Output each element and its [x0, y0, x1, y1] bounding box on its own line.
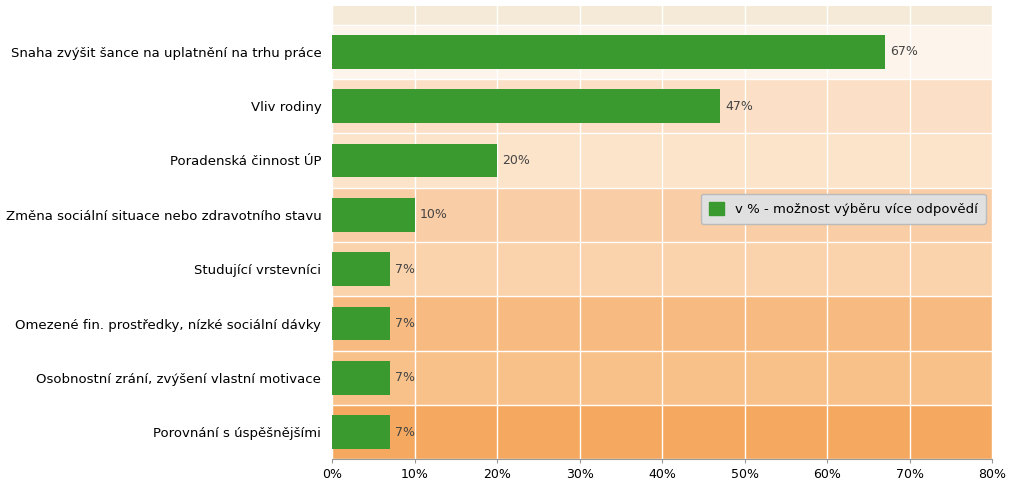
Bar	[332, 144, 497, 177]
Bar	[332, 198, 415, 232]
Bar	[332, 351, 992, 405]
Bar	[332, 415, 390, 449]
Bar	[332, 187, 992, 242]
Bar	[332, 89, 720, 123]
Bar	[332, 405, 992, 459]
Legend: v % - možnost výběru více odpovědí: v % - možnost výběru více odpovědí	[700, 194, 985, 224]
Bar	[332, 133, 992, 187]
Text: 47%: 47%	[725, 100, 752, 112]
Bar	[332, 307, 390, 340]
Text: 7%: 7%	[394, 426, 415, 439]
Bar	[332, 5, 992, 24]
Text: 10%: 10%	[420, 208, 447, 221]
Text: 7%: 7%	[394, 262, 415, 276]
Bar	[332, 242, 992, 297]
Bar	[332, 252, 390, 286]
Text: 67%: 67%	[890, 45, 917, 58]
Text: 7%: 7%	[394, 372, 415, 384]
Bar	[332, 297, 992, 351]
Text: 7%: 7%	[394, 317, 415, 330]
Bar	[332, 35, 885, 69]
Text: 20%: 20%	[501, 154, 530, 167]
Bar	[332, 361, 390, 395]
Bar	[332, 79, 992, 133]
Bar	[332, 24, 992, 79]
